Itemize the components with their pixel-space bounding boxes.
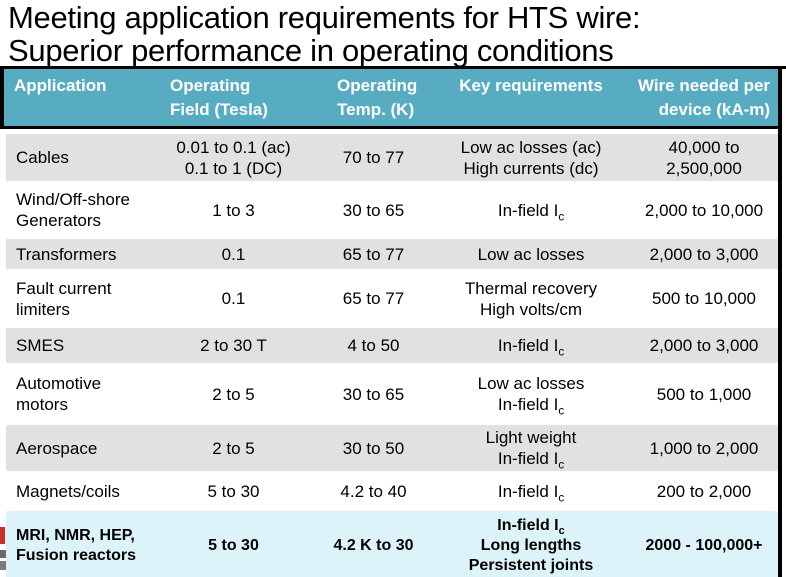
cell-wire-needed: 1,000 to 2,000 [649, 438, 759, 458]
cell-wire-needed: 200 to 2,000 [656, 481, 752, 501]
cell-operating-field: 5 to 30 [208, 537, 259, 554]
header-key-requirements: Key requirements [459, 76, 603, 95]
cell-operating-temp: 4.2 to 40 [340, 481, 407, 501]
cell-wire-needed: 2,000 to 10,000 [644, 200, 764, 220]
cell-key-requirements: In-field Ic [497, 481, 565, 504]
requirements-table: Application Operating Field (Tesla) Oper… [0, 69, 782, 577]
table-row: Automotive motors 2 to 5 30 to 65 Low ac… [6, 367, 778, 421]
cell-key-requirements: In-field Ic Long lengths Persistent join… [468, 517, 594, 574]
table-row: Wind/Off-shore Generators 1 to 3 30 to 6… [6, 185, 778, 235]
cell-application: Automotive motors [16, 374, 102, 414]
cell-wire-needed: 500 to 1,000 [656, 384, 752, 404]
cell-operating-temp: 30 to 65 [342, 384, 405, 404]
table-row-highlighted: MRI, NMR, HEP, Fusion reactors 5 to 30 4… [6, 511, 778, 577]
cell-wire-needed: 2,000 to 3,000 [649, 244, 759, 264]
table-row: Fault current limiters 0.1 65 to 77 Ther… [6, 273, 778, 324]
cell-application: Fault current limiters [16, 278, 112, 319]
cell-wire-needed: 500 to 10,000 [652, 289, 756, 308]
cell-wire-needed: 2000 - 100,000+ [645, 537, 763, 554]
cell-application: Wind/Off-shore Generators [16, 190, 131, 230]
header-operating-field: Operating Field (Tesla) [170, 76, 268, 119]
cell-operating-temp: 65 to 77 [342, 244, 405, 264]
table-header-row: Application Operating Field (Tesla) Oper… [0, 69, 778, 129]
header-operating-temp: Operating Temp. (K) [337, 76, 418, 119]
cell-application: Cables [16, 148, 69, 167]
cell-operating-field: 2 to 5 [212, 438, 255, 458]
cell-key-requirements: Low ac losses [477, 244, 585, 264]
cell-operating-temp: 65 to 77 [342, 289, 405, 308]
cell-operating-field: 0.1 [221, 289, 246, 308]
cell-operating-field: 0.01 to 0.1 (ac) 0.1 to 1 (DC) [176, 137, 291, 178]
clipped-logo-fragment [0, 561, 6, 570]
cell-application: Aerospace [16, 438, 98, 458]
table-row: Magnets/coils 5 to 30 4.2 to 40 In-field… [6, 475, 778, 507]
cell-wire-needed: 2,000 to 3,000 [649, 336, 759, 355]
table-row: Transformers 0.1 65 to 77 Low ac losses … [6, 239, 778, 269]
cell-application: MRI, NMR, HEP, Fusion reactors [16, 527, 137, 564]
cell-operating-field: 0.1 [221, 244, 246, 264]
cell-key-requirements: Thermal recovery High volts/cm [464, 278, 598, 319]
cell-operating-temp: 30 to 65 [342, 200, 405, 220]
header-application: Application [14, 76, 107, 95]
cell-operating-temp: 4 to 50 [347, 336, 400, 355]
cell-application: SMES [16, 336, 65, 355]
clipped-logo-fragment [0, 550, 6, 558]
table-row: SMES 2 to 30 T 4 to 50 In-field Ic 2,000… [6, 328, 778, 363]
cell-operating-field: 5 to 30 [207, 481, 260, 501]
cell-operating-field: 2 to 30 T [200, 336, 267, 355]
cell-operating-temp: 30 to 50 [342, 438, 405, 458]
cell-operating-temp: 70 to 77 [342, 148, 405, 167]
cell-application: Transformers [16, 244, 117, 264]
table-row: Aerospace 2 to 5 30 to 50 Light weight I… [6, 425, 778, 471]
cell-key-requirements: Low ac losses (ac) High currents (dc) [460, 137, 602, 178]
cell-operating-field: 2 to 5 [212, 384, 255, 404]
cell-application: Magnets/coils [16, 481, 120, 501]
page-title: Meeting application requirements for HTS… [8, 0, 641, 68]
header-wire-needed: Wire needed per device (kA-m) [637, 76, 771, 119]
cell-key-requirements: In-field Ic [497, 200, 565, 223]
table-row: Cables 0.01 to 0.1 (ac) 0.1 to 1 (DC) 70… [6, 134, 778, 181]
cell-key-requirements: In-field Ic [497, 336, 565, 359]
table-body: Cables 0.01 to 0.1 (ac) 0.1 to 1 (DC) 70… [0, 129, 778, 577]
cell-wire-needed: 40,000 to 2,500,000 [666, 137, 742, 178]
clipped-logo-red-mark [0, 527, 5, 544]
cell-operating-temp: 4.2 K to 30 [333, 537, 414, 554]
cell-key-requirements: Low ac losses In-field Ic [477, 374, 585, 418]
title-underline [0, 66, 786, 69]
cell-key-requirements: Light weight In-field Ic [485, 428, 577, 472]
cell-operating-field: 1 to 3 [212, 200, 255, 220]
